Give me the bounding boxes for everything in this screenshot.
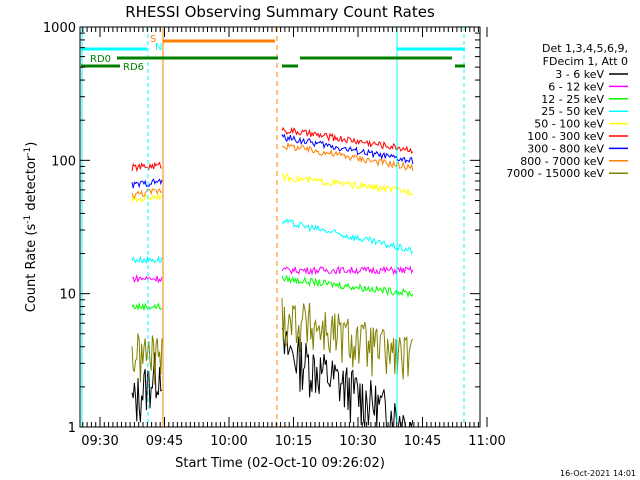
flag-label-n: N xyxy=(155,42,162,53)
y-tick-label: 1000 xyxy=(43,21,76,36)
series-layer xyxy=(131,126,414,428)
series-line xyxy=(131,255,163,264)
series-line xyxy=(131,301,163,311)
legend-label: 6 - 12 keV xyxy=(548,80,604,93)
series-line xyxy=(131,352,163,423)
flag-label-rd6: RD6 xyxy=(123,62,144,73)
flag-label-s: S xyxy=(150,34,156,45)
marker-layer xyxy=(81,27,465,427)
y-axis: 1 10 100 1000 xyxy=(43,21,480,436)
y-axis-label-mid: detector xyxy=(24,155,39,215)
x-tick-label: 09:45 xyxy=(146,434,183,449)
series-line xyxy=(131,161,163,173)
series-line xyxy=(281,173,414,197)
x-axis: 09:30 09:45 10:00 10:15 10:30 10:45 11:00 xyxy=(81,27,506,449)
flag-layer: RD0 RD6 SN xyxy=(81,34,465,73)
series-line xyxy=(281,328,414,428)
series-line xyxy=(131,188,163,199)
plot-area: RD0 RD6 SN xyxy=(79,26,481,428)
y-axis-label-end: ) xyxy=(24,142,39,147)
legend-label: 300 - 800 keV xyxy=(527,142,604,155)
y-axis-label-sup2: -1 xyxy=(23,147,33,156)
plot-frame xyxy=(79,26,481,428)
legend-label: 100 - 300 keV xyxy=(527,130,604,143)
x-tick-label: 11:00 xyxy=(468,434,505,449)
series-line xyxy=(131,333,163,385)
legend-label: 12 - 25 keV xyxy=(541,93,604,106)
series-line xyxy=(281,217,414,255)
y-tick-label: 10 xyxy=(59,288,76,303)
x-tick-label: 10:30 xyxy=(339,434,376,449)
series-line xyxy=(281,133,414,165)
chart-title: RHESSI Observing Summary Count Rates xyxy=(125,3,435,21)
legend-label: 3 - 6 keV xyxy=(555,68,604,81)
x-tick-label: 10:15 xyxy=(275,434,312,449)
x-axis-label: Start Time (02-Oct-10 09:26:02) xyxy=(175,456,385,471)
y-axis-label-sup1: -1 xyxy=(23,215,33,224)
y-axis-label-main: Count Rate (s xyxy=(24,224,39,313)
x-tick-label: 09:30 xyxy=(81,434,118,449)
legend-label: 25 - 50 keV xyxy=(541,105,604,118)
footer-date: 16-Oct-2021 14:01 xyxy=(560,469,636,478)
flag-label-rd0: RD0 xyxy=(90,54,111,65)
x-tick-label: 10:00 xyxy=(210,434,247,449)
series-line xyxy=(281,265,414,276)
series-line xyxy=(131,178,163,189)
y-tick-label: 100 xyxy=(51,154,76,169)
legend-label: 7000 - 15000 keV xyxy=(506,167,604,180)
legend-label: 800 - 7000 keV xyxy=(520,155,604,168)
y-axis-label: Count Rate (s-1 detector-1) xyxy=(23,142,39,313)
series-line xyxy=(131,193,163,203)
legend-header-2: FDecim 1, Att 0 xyxy=(543,55,628,68)
y-tick-label: 1 xyxy=(68,421,76,436)
legend: Det 1,3,4,5,6,9, FDecim 1, Att 0 3 - 6 k… xyxy=(506,42,628,180)
legend-label: 50 - 100 keV xyxy=(534,118,604,131)
series-line xyxy=(281,142,414,171)
series-line xyxy=(281,126,414,154)
legend-header-1: Det 1,3,4,5,6,9, xyxy=(542,42,628,55)
series-line xyxy=(131,273,163,284)
series-line xyxy=(281,297,414,380)
x-tick-label: 10:45 xyxy=(404,434,441,449)
series-line xyxy=(281,274,414,299)
